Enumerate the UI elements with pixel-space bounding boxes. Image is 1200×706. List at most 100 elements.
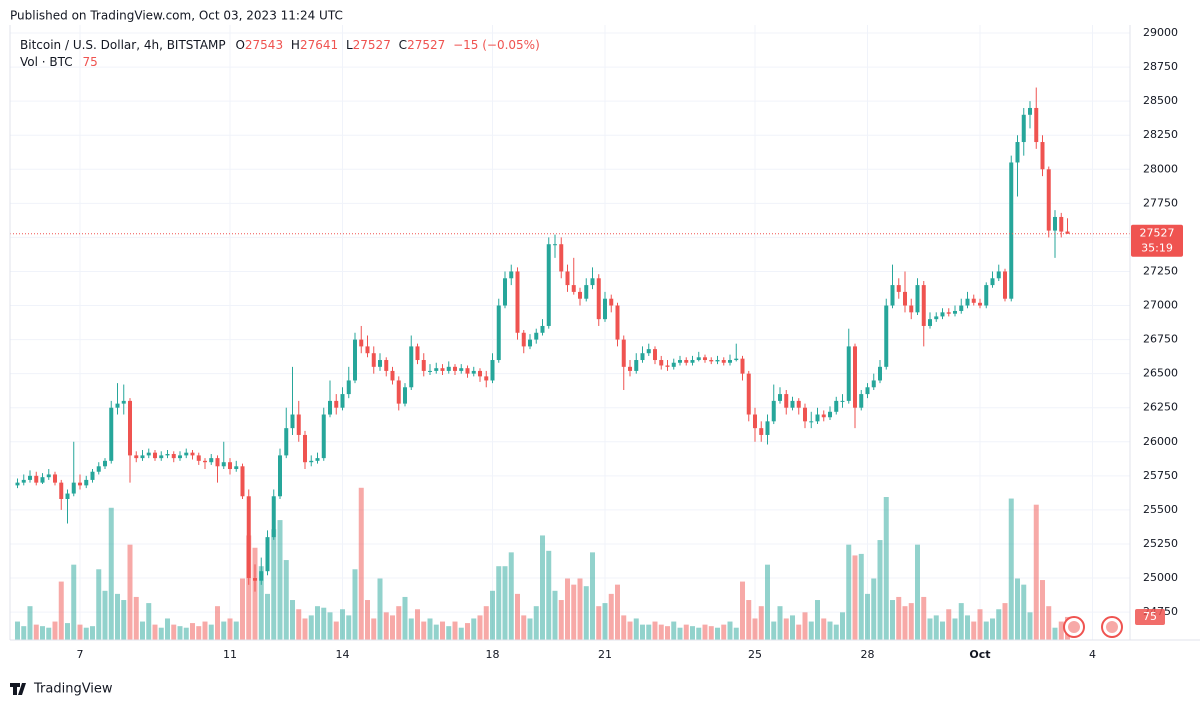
volume-bar (733, 627, 739, 640)
volume-bar (658, 624, 664, 640)
y-tick-label: 27000 (1143, 299, 1178, 312)
volume-bar (252, 547, 258, 640)
volume-bar (471, 618, 477, 640)
volume-bars (15, 487, 1070, 640)
volume-bar (546, 550, 552, 640)
x-tick-label: 25 (748, 648, 762, 661)
candle-body (196, 455, 201, 461)
volume-bar (402, 596, 408, 640)
candle-body (546, 244, 551, 326)
candle-body (203, 460, 207, 463)
candle-body (1053, 216, 1057, 231)
candle-body (540, 325, 545, 333)
candle-body (534, 332, 539, 340)
volume-bar (58, 581, 64, 640)
volume-bar (71, 564, 77, 640)
volume-bar (215, 606, 220, 640)
legend-volume: Vol · BTC 75 (20, 55, 98, 69)
candle-body (15, 482, 20, 486)
volume-bar (396, 606, 402, 640)
volume-bar (640, 624, 645, 640)
volume-bar (346, 615, 352, 640)
candle-body (334, 400, 339, 408)
volume-bar (565, 578, 570, 640)
ohlc-label: L (346, 38, 353, 52)
candle-body (303, 434, 307, 463)
candle-body (921, 285, 926, 326)
volume-bar (46, 627, 52, 640)
x-tick-label: 28 (861, 648, 875, 661)
volume-bar (383, 612, 389, 640)
volume-bar (246, 535, 252, 640)
x-tick-label: Oct (969, 648, 990, 661)
brand-text: TradingView (33, 682, 113, 697)
volume-bar (596, 606, 602, 640)
volume-bar (258, 566, 264, 640)
ohlc-label: O (235, 38, 244, 52)
volume-bar (971, 621, 977, 640)
candle-body (678, 360, 682, 363)
candle-body (103, 460, 107, 467)
ohlc-value: 27543 (245, 38, 283, 52)
volume-bar (33, 624, 39, 640)
volume-bar (452, 621, 458, 640)
volume-bar (746, 600, 752, 640)
volume-bar (533, 606, 539, 640)
candle-body (846, 346, 851, 401)
candle-body (621, 339, 626, 367)
candle-body (446, 366, 451, 371)
candle-body (21, 479, 26, 483)
volume-bar (152, 624, 158, 640)
candle-body (428, 370, 432, 372)
candle-body (153, 452, 157, 459)
candle-body (209, 458, 214, 463)
candle-body (865, 387, 870, 395)
volume-bar (771, 621, 777, 640)
volume-bar (365, 600, 370, 640)
volume-bar (446, 626, 452, 640)
candle-body (78, 482, 82, 486)
volume-bar (233, 621, 239, 640)
volume-bar (958, 603, 964, 640)
volume-bar (302, 618, 308, 640)
candle-body (53, 474, 57, 483)
volume-title: Vol · BTC (20, 55, 73, 69)
candle-body (71, 482, 76, 494)
volume-bar (1052, 627, 1058, 640)
volume-bar (802, 612, 808, 640)
candle-body (615, 305, 620, 340)
volume-bar (271, 529, 277, 640)
volume-bar (502, 566, 508, 640)
y-tick-label: 26250 (1143, 401, 1178, 414)
candle-body (296, 414, 301, 435)
volume-bar (177, 626, 183, 640)
candle-body (596, 278, 601, 320)
volume-bar (983, 621, 989, 640)
candle-body (234, 466, 239, 470)
volume-bar (815, 600, 820, 640)
candle-body (834, 400, 839, 412)
volume-bar (458, 627, 464, 640)
candle-body (259, 571, 264, 581)
price-tag-value: 27527 (1140, 227, 1175, 240)
volume-bar (108, 507, 114, 640)
brand-logo: TradingView (10, 682, 113, 697)
candle-body (603, 298, 607, 320)
volume-bar (790, 615, 795, 640)
volume-bar (583, 586, 589, 640)
volume-bar (127, 544, 133, 640)
volume-bar (915, 544, 920, 640)
volume-bar (977, 609, 983, 640)
volume-bar (115, 593, 120, 640)
volume-bar (496, 566, 502, 640)
candle-body (859, 394, 864, 408)
volume-bar (477, 615, 483, 640)
candle-body (240, 466, 245, 497)
volume-bar (1058, 621, 1064, 640)
candle-body (46, 474, 51, 478)
volume-bar (871, 578, 877, 640)
volume-bar (521, 615, 527, 640)
y-tick-label: 26750 (1143, 333, 1178, 346)
candle-body (940, 312, 945, 317)
